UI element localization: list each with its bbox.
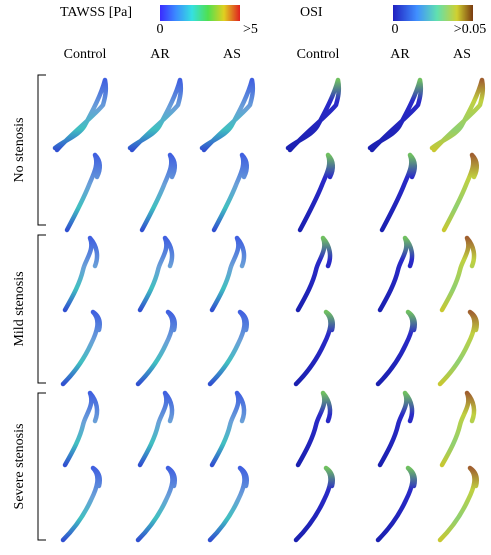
vessel: [135, 309, 177, 387]
vessel: [199, 77, 256, 153]
vessel: [64, 152, 102, 233]
vessel: [137, 235, 175, 313]
vessel: [437, 309, 479, 387]
colorbar: [393, 5, 473, 21]
vessel: [60, 309, 102, 387]
vessel: [209, 390, 247, 468]
row-label: Mild stenosis: [12, 271, 27, 346]
vessel: [379, 152, 417, 233]
bracket: [37, 74, 46, 226]
vessel: [295, 235, 333, 313]
vessel: [375, 309, 417, 387]
row-labels: No stenosis Mild stenosis Severe stenosis: [12, 74, 46, 541]
vessel: [137, 390, 175, 468]
vessel: [52, 77, 109, 153]
vessel: [295, 390, 333, 468]
row-label: Severe stenosis: [12, 424, 27, 510]
vessel: [377, 390, 415, 468]
vessel: [377, 235, 415, 313]
vessel: [135, 465, 177, 543]
legend-min: 0: [157, 22, 164, 37]
vessel: [441, 152, 479, 233]
vessel: [437, 465, 479, 543]
bracket: [37, 392, 46, 541]
column-header: AR: [390, 47, 410, 62]
colorbar: [160, 5, 240, 21]
vessels: [52, 77, 486, 543]
legend-max: >0.05: [454, 22, 486, 37]
legend-min: 0: [392, 22, 399, 37]
vessel: [209, 235, 247, 313]
vessel: [139, 152, 177, 233]
vessel: [367, 77, 424, 153]
vessel: [62, 390, 100, 468]
vessel: [375, 465, 417, 543]
vessel: [293, 465, 335, 543]
vessel: [429, 77, 486, 153]
vessel: [207, 309, 249, 387]
vessel: [439, 235, 477, 313]
legend-max: >5: [243, 22, 258, 37]
bracket: [37, 234, 46, 384]
column-header: AS: [223, 47, 241, 62]
vessel: [285, 77, 342, 153]
row-label: No stenosis: [12, 118, 27, 183]
colorbars: TAWSS [Pa] 0 >5 OSI 0 >0.05: [60, 5, 486, 37]
vessel: [439, 390, 477, 468]
vessel: [127, 77, 184, 153]
column-header: Control: [297, 47, 340, 62]
column-header: Control: [64, 47, 107, 62]
legend-title: TAWSS [Pa]: [60, 5, 132, 20]
vessel: [211, 152, 249, 233]
column-header: AS: [453, 47, 471, 62]
legend-title: OSI: [300, 5, 323, 20]
column-headers: Control AR AS Control AR AS: [64, 47, 471, 62]
vessel: [297, 152, 335, 233]
vessel: [60, 465, 102, 543]
vessel: [207, 465, 249, 543]
column-header: AR: [150, 47, 170, 62]
vessel: [293, 309, 335, 387]
vessel: [62, 235, 100, 313]
